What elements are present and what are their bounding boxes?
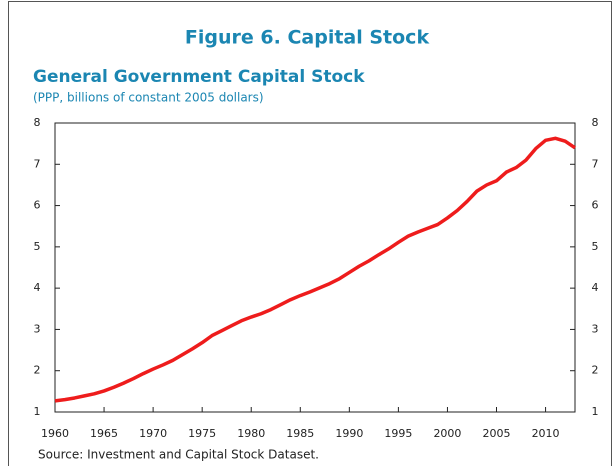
y-tick-label: 4 bbox=[34, 281, 41, 294]
x-tick-label: 1970 bbox=[139, 427, 167, 440]
x-tick-label: 1965 bbox=[90, 427, 118, 440]
x-tick-label: 1990 bbox=[335, 427, 363, 440]
y-tick-label: 3 bbox=[34, 322, 41, 335]
plot-area bbox=[54, 122, 576, 413]
x-tick-label: 1995 bbox=[384, 427, 412, 440]
y-tick-label: 8 bbox=[34, 116, 41, 129]
y2-tick-label: 2 bbox=[592, 364, 599, 377]
x-tick-label: 1975 bbox=[188, 427, 216, 440]
chart-subtitle: General Government Capital Stock bbox=[33, 67, 365, 87]
y-tick-label: 2 bbox=[34, 364, 41, 377]
y2-tick-label: 6 bbox=[592, 199, 599, 212]
y-tick-label: 1 bbox=[34, 405, 41, 418]
x-tick-label: 2005 bbox=[483, 427, 511, 440]
data-line bbox=[54, 136, 576, 403]
x-tick-label: 2010 bbox=[532, 427, 560, 440]
x-tick-label: 1960 bbox=[41, 427, 69, 440]
y2-tick-label: 3 bbox=[592, 322, 599, 335]
y2-tick-label: 1 bbox=[592, 405, 599, 418]
chart-title: Figure 6. Capital Stock bbox=[185, 27, 430, 49]
y-tick-label: 7 bbox=[34, 157, 41, 170]
y-axis-label: (PPP, billions of constant 2005 dollars) bbox=[33, 91, 264, 105]
y2-tick-label: 5 bbox=[592, 240, 599, 253]
y2-tick-label: 4 bbox=[592, 281, 599, 294]
frame bbox=[8, 1, 612, 466]
x-tick-label: 1985 bbox=[286, 427, 314, 440]
x-tick-label: 2000 bbox=[433, 427, 461, 440]
x-tick-label: 1980 bbox=[237, 427, 265, 440]
y-tick-label: 6 bbox=[34, 199, 41, 212]
y-tick-label: 5 bbox=[34, 240, 41, 253]
y2-tick-label: 7 bbox=[592, 157, 599, 170]
y2-tick-label: 8 bbox=[592, 116, 599, 129]
source-note: Source: Investment and Capital Stock Dat… bbox=[38, 448, 319, 462]
